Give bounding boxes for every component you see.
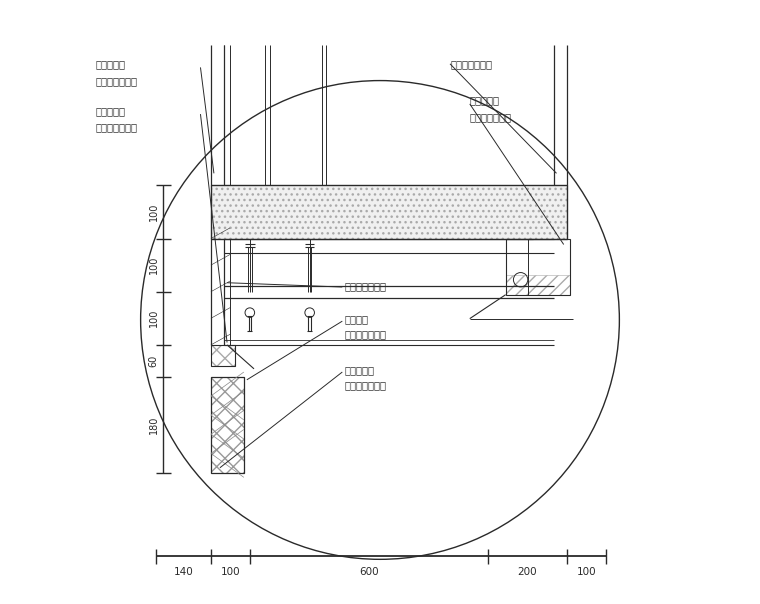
Text: 木龙骨防火处理: 木龙骨防火处理 [344, 281, 386, 291]
Bar [211, 185, 567, 239]
Text: 100: 100 [148, 203, 159, 221]
Bar [505, 239, 570, 295]
Text: 140: 140 [173, 567, 193, 577]
Text: 600: 600 [359, 567, 378, 577]
Text: 100: 100 [148, 256, 159, 274]
Text: 100: 100 [577, 567, 597, 577]
Text: 纸面石膏板: 纸面石膏板 [96, 60, 125, 69]
Text: 白色乳胶漆饰面: 白色乳胶漆饰面 [344, 381, 386, 390]
Text: 白色乳胶漆饰面: 白色乳胶漆饰面 [470, 112, 511, 121]
Text: 200: 200 [518, 567, 537, 577]
Bar [211, 185, 567, 239]
Text: 石膏顶棚线: 石膏顶棚线 [96, 106, 125, 116]
Text: 白色乳胶漆饰面: 白色乳胶漆饰面 [96, 76, 138, 86]
Text: 实木线条: 实木线条 [344, 314, 368, 324]
Bar [211, 377, 244, 472]
Text: 白色乳胶漆饰面: 白色乳胶漆饰面 [96, 123, 138, 132]
Text: 60: 60 [148, 355, 159, 367]
Text: 180: 180 [148, 416, 159, 434]
Text: 木龙骨防火处理: 木龙骨防火处理 [450, 60, 492, 69]
Text: 100: 100 [148, 309, 159, 327]
Bar [211, 345, 235, 366]
Text: 石膏顶棚线: 石膏顶棚线 [470, 95, 500, 106]
Bar [211, 377, 244, 472]
Text: 100: 100 [221, 567, 240, 577]
Bar [505, 275, 570, 295]
Text: 纸面石膏板: 纸面石膏板 [344, 365, 374, 375]
Text: 白色乳胶漆饰面: 白色乳胶漆饰面 [344, 330, 386, 339]
Bar [211, 345, 235, 366]
